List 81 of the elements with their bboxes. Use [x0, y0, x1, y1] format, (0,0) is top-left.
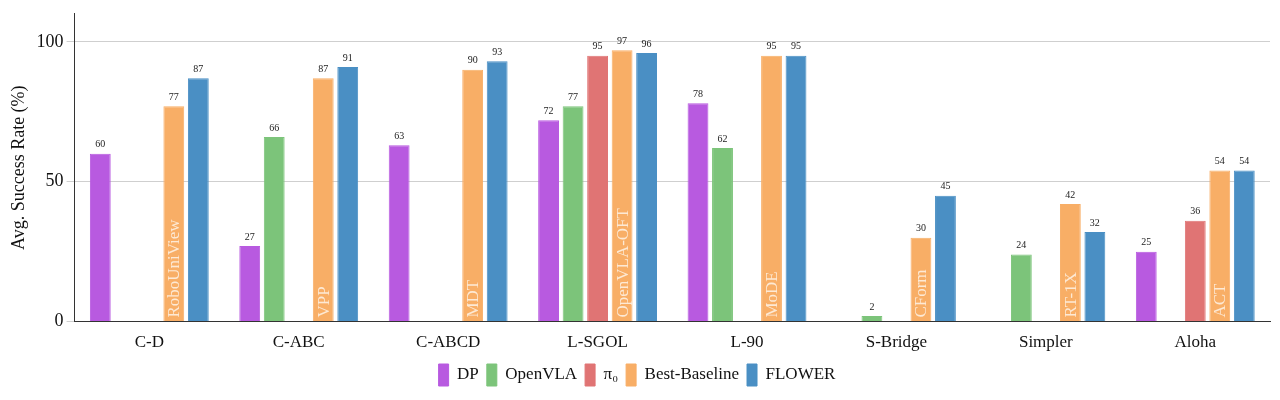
data-label: 97	[617, 34, 628, 46]
data-label: 72	[543, 104, 554, 116]
bar	[562, 106, 584, 322]
y-tick-label: 0	[54, 310, 64, 331]
annotation: VPP	[313, 286, 333, 318]
data-label: 24	[1016, 239, 1027, 251]
data-label: 95	[766, 40, 777, 52]
bar	[337, 66, 359, 322]
y-tick-label: 100	[36, 30, 64, 51]
data-label: 91	[342, 51, 353, 63]
x-tick-label: L-90	[730, 332, 764, 352]
legend-label: DP	[457, 364, 479, 384]
x-tick-label: S-Bridge	[865, 332, 928, 352]
data-label: 27	[244, 230, 255, 242]
bar	[611, 50, 633, 322]
y-tick-label: 50	[45, 170, 64, 191]
data-label: 54	[1214, 155, 1225, 167]
data-label: 87	[193, 62, 204, 74]
bar	[935, 195, 956, 322]
data-label: 95	[592, 40, 603, 52]
data-label: 45	[940, 180, 951, 192]
bar	[312, 78, 334, 322]
data-label: 66	[269, 121, 280, 133]
bar	[587, 55, 608, 322]
bar	[1135, 251, 1157, 322]
annotation: ACT	[1210, 282, 1230, 318]
bar	[636, 52, 658, 322]
bar	[1059, 204, 1081, 322]
annotation: CForm	[911, 269, 931, 318]
annotation: MoDE	[761, 271, 781, 318]
bar	[388, 145, 410, 322]
y-axis-title: Avg. Success Rate (%)	[7, 85, 29, 251]
data-label: 42	[1065, 188, 1076, 200]
legend-label: π₀	[603, 364, 619, 384]
annotation: OpenVLA-OFT	[612, 207, 632, 318]
bar	[263, 136, 285, 322]
data-label: 96	[641, 37, 652, 49]
bar	[761, 55, 782, 322]
bar	[187, 78, 209, 322]
bar	[1184, 220, 1206, 322]
bar	[785, 55, 807, 322]
x-tick-label: L-SGOL	[567, 332, 628, 352]
data-label: 30	[915, 222, 926, 234]
data-label: 63	[394, 129, 405, 141]
data-label: 93	[492, 45, 503, 57]
annotation: RT-1X	[1060, 272, 1080, 318]
bar	[712, 148, 733, 322]
annotation: RoboUniView	[164, 218, 184, 318]
bar	[861, 316, 883, 322]
data-label: 90	[467, 54, 478, 66]
data-label: 32	[1089, 216, 1100, 228]
data-label: 54	[1239, 155, 1250, 167]
legend-label: FLOWER	[765, 364, 837, 384]
bar	[462, 69, 484, 322]
bar	[239, 246, 261, 322]
bar	[1010, 254, 1032, 322]
x-tick-label: Aloha	[1174, 332, 1217, 352]
data-label: 77	[568, 90, 579, 102]
bar	[1233, 170, 1255, 322]
x-tick-label: C-ABCD	[416, 332, 481, 352]
bar	[1084, 232, 1106, 322]
x-tick-label: C-D	[134, 332, 164, 352]
data-label: 78	[693, 87, 703, 99]
x-tick-label: Simpler	[1018, 332, 1074, 352]
bar	[538, 120, 559, 322]
annotation: MDT	[463, 279, 483, 318]
data-label: 36	[1190, 205, 1201, 217]
bar	[1209, 170, 1231, 322]
data-label: 87	[318, 62, 329, 74]
data-label: 25	[1141, 236, 1152, 248]
legend-label: Best-Baseline	[644, 364, 740, 384]
legend-label: OpenVLA	[505, 364, 578, 384]
data-label: 62	[717, 132, 728, 144]
x-tick-label: C-ABC	[272, 332, 325, 352]
bar	[89, 153, 111, 322]
bar	[687, 103, 709, 322]
data-label: 2	[869, 300, 875, 312]
data-label: 77	[168, 90, 179, 102]
data-label: 95	[791, 40, 802, 52]
data-label: 60	[95, 138, 106, 150]
bar	[486, 61, 508, 322]
